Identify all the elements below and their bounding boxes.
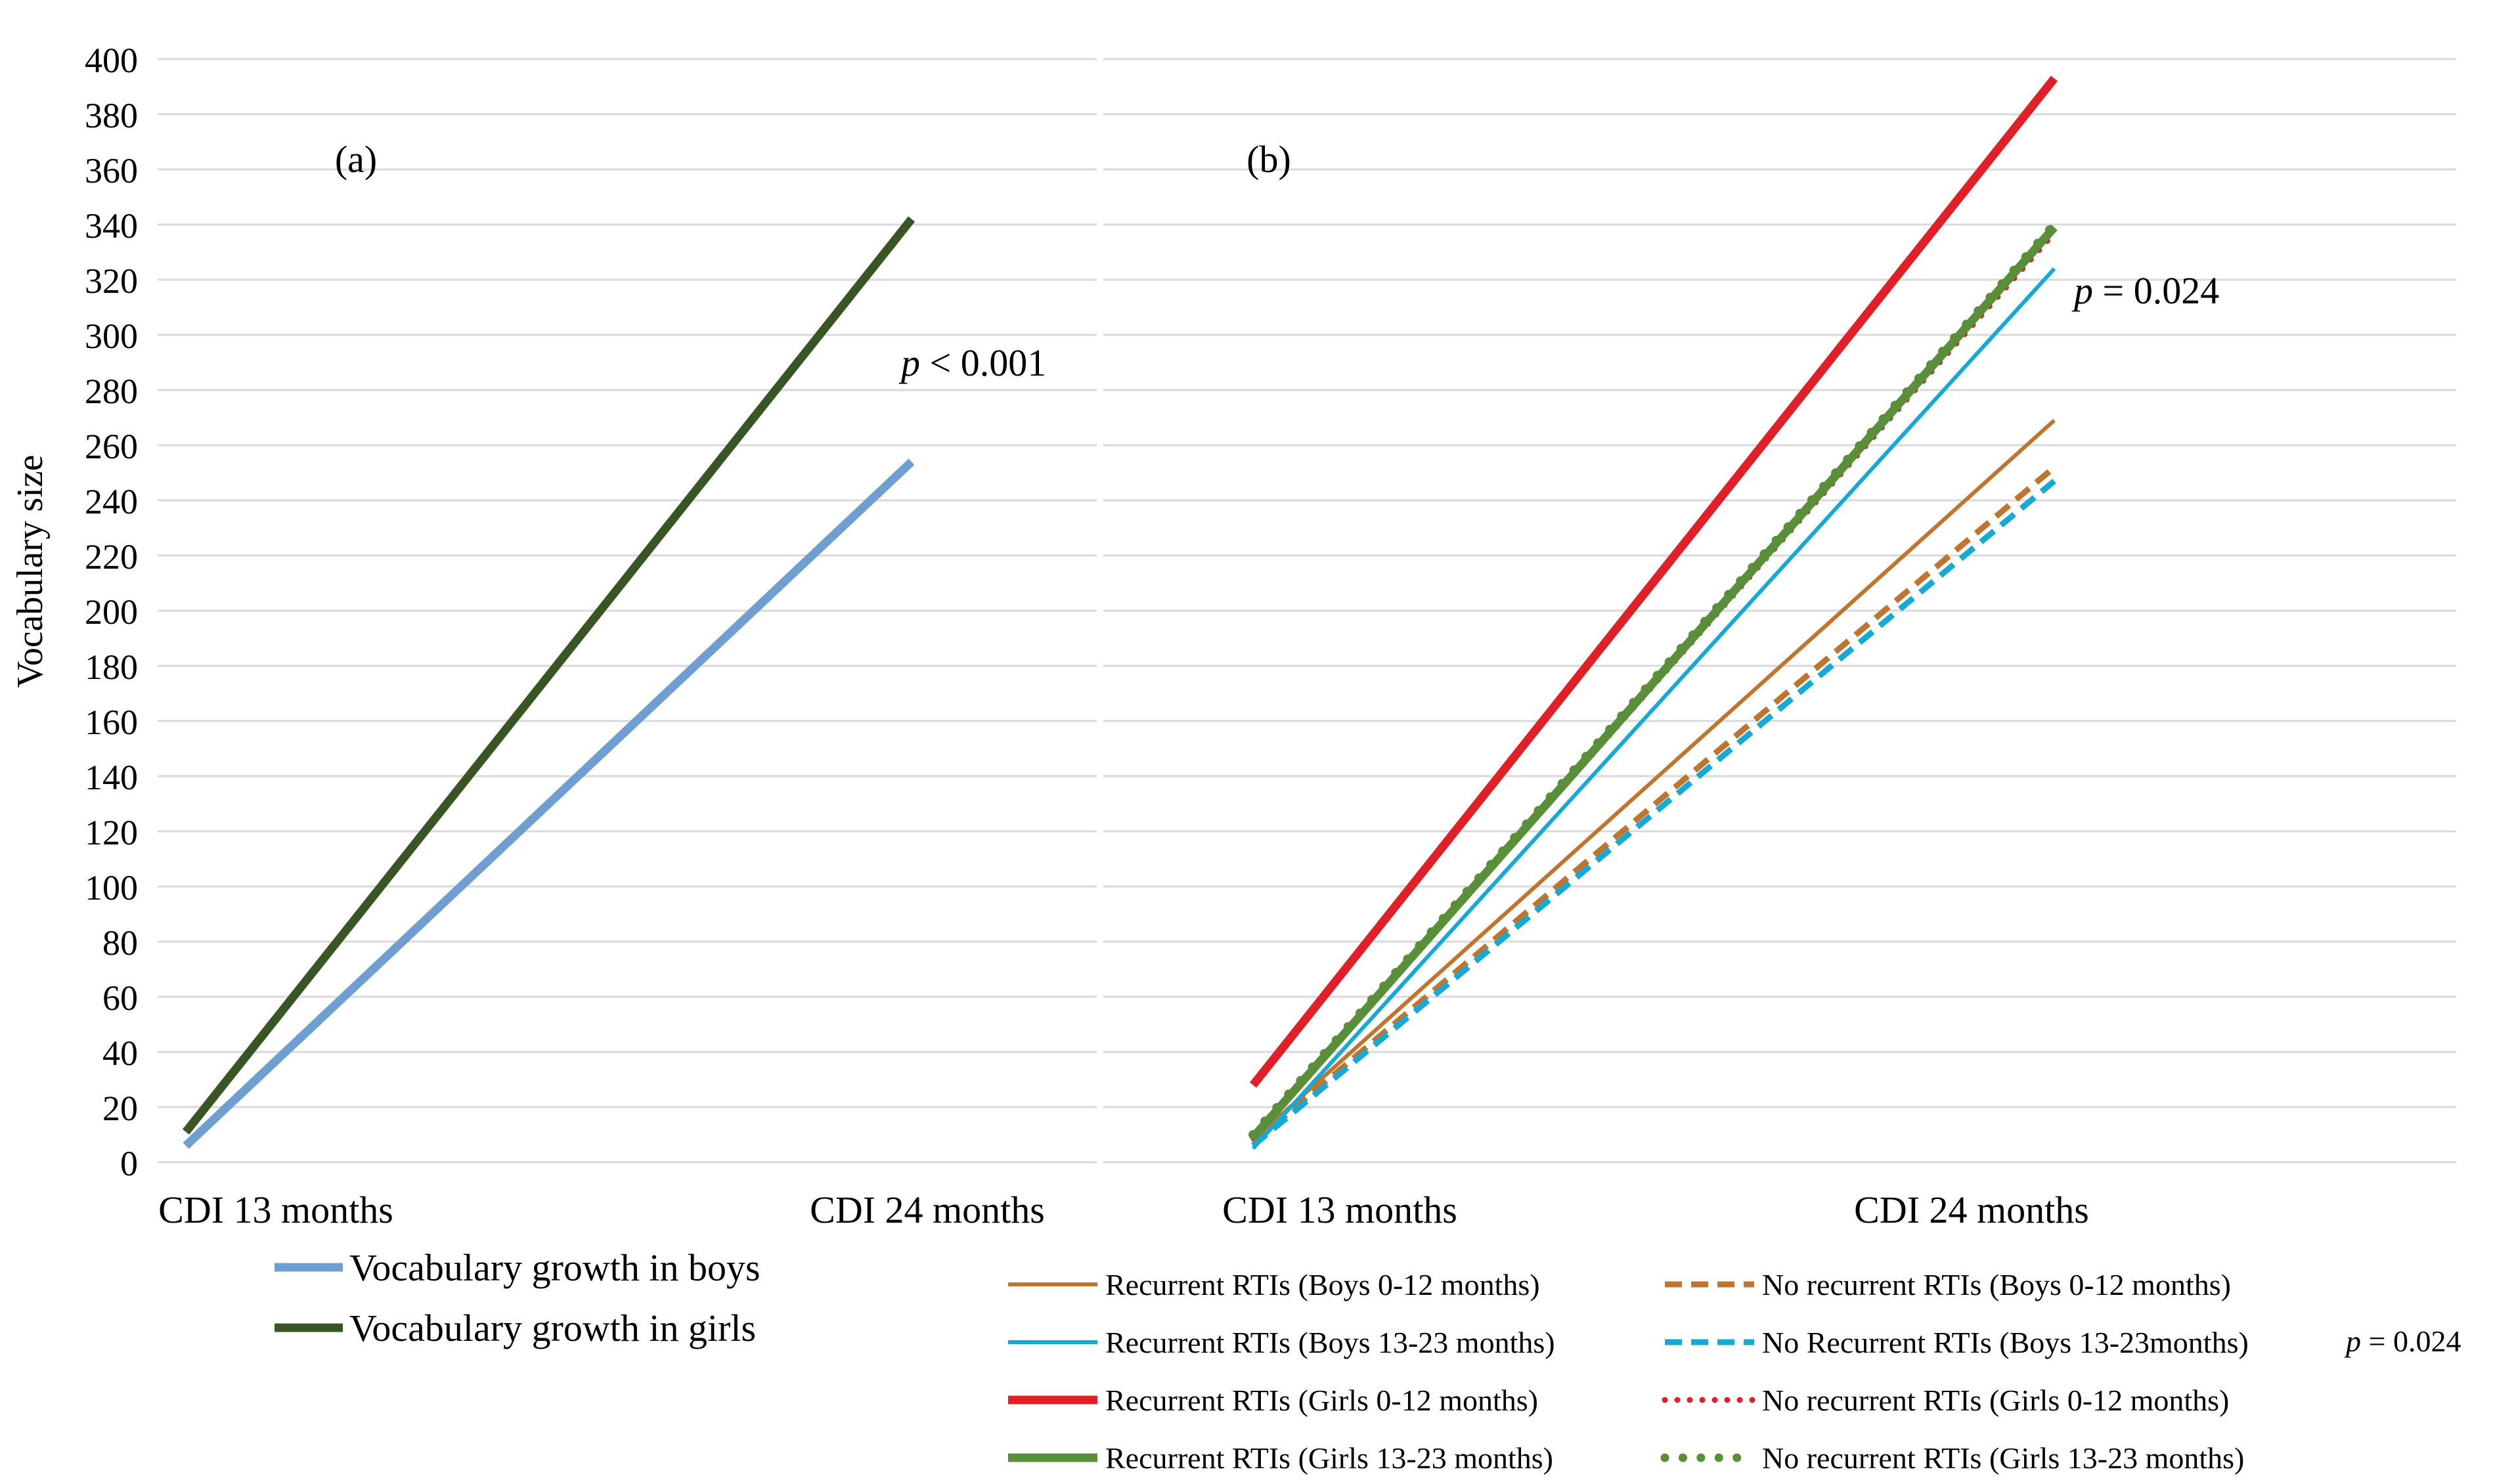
y-tick-label: 220 bbox=[85, 537, 138, 577]
legend: p = 0.024 Vocabulary growth in boys Vocab… bbox=[275, 1246, 2461, 1475]
x-tick-b-13: CDI 13 months bbox=[1222, 1189, 1457, 1231]
y-tick-label: 160 bbox=[85, 703, 138, 742]
legend-label-b: Recurrent RTIs (Girls 0-12 months) bbox=[1105, 1384, 1538, 1417]
panel-a-label: (a) bbox=[335, 138, 377, 181]
legend-note-p-value: p = 0.024 bbox=[2344, 1324, 2461, 1358]
y-tick-label: 360 bbox=[85, 151, 138, 190]
y-tick-label: 280 bbox=[85, 372, 138, 411]
y-tick-label: 40 bbox=[102, 1034, 138, 1073]
y-tick-label: 100 bbox=[85, 868, 138, 907]
series-line-b-1 bbox=[1251, 465, 2056, 1146]
series-line-b-7 bbox=[1248, 220, 2059, 1139]
y-axis-label: Vocabulary size bbox=[10, 454, 51, 687]
legend-label-b: Recurrent RTIs (Boys 0-12 months) bbox=[1105, 1268, 1540, 1301]
legend-label-b: Recurrent RTIs (Girls 13-23 months) bbox=[1105, 1441, 1553, 1475]
series-line-b-4 bbox=[1249, 76, 2058, 1088]
legend-label-b: No recurrent RTIs (Boys 0-12 months) bbox=[1762, 1268, 2231, 1301]
y-tick-label: 200 bbox=[85, 592, 138, 632]
series-line-a-0 bbox=[183, 458, 915, 1149]
y-tick-label: 140 bbox=[85, 758, 138, 797]
legend-label-a: Vocabulary growth in boys bbox=[349, 1246, 761, 1289]
series-line-a-1 bbox=[182, 216, 916, 1135]
legend-label-b: No recurrent RTIs (Girls 0-12 months) bbox=[1762, 1384, 2229, 1417]
y-tick-label: 60 bbox=[102, 978, 138, 1018]
legend-label-a: Vocabulary growth in girls bbox=[349, 1307, 756, 1349]
series-lines bbox=[182, 76, 2059, 1150]
x-tick-a-24: CDI 24 months bbox=[810, 1189, 1045, 1231]
y-tick-label: 120 bbox=[85, 813, 138, 852]
chart-labels: Vocabulary size (a) (b) CDI 13 months CD… bbox=[10, 138, 2219, 1231]
y-tick-label: 400 bbox=[85, 41, 138, 80]
y-tick-label: 380 bbox=[85, 96, 138, 135]
y-tick-label: 240 bbox=[85, 482, 138, 521]
p-value-annotation-a: p < 0.001 bbox=[898, 341, 1046, 384]
series-line-b-3 bbox=[1251, 479, 2056, 1148]
y-tick-label: 340 bbox=[85, 206, 138, 246]
x-tick-a-13: CDI 13 months bbox=[158, 1189, 393, 1231]
y-tick-label: 80 bbox=[102, 923, 138, 963]
legend-label-b: No Recurrent RTIs (Boys 13-23months) bbox=[1762, 1326, 2249, 1359]
y-tick-label: 180 bbox=[85, 647, 138, 687]
legend-label-b: Recurrent RTIs (Boys 13-23 months) bbox=[1105, 1326, 1555, 1359]
y-axis-ticks: 0 20 40 60 80 100 120 140 160 180 200 220 240 260 280 3… bbox=[85, 41, 138, 1183]
series-line-b-0 bbox=[1251, 418, 2056, 1142]
y-tick-label: 300 bbox=[85, 316, 138, 356]
y-tick-label: 320 bbox=[85, 261, 138, 301]
gridlines bbox=[158, 58, 2456, 1164]
legend-label-b: No recurrent RTIs (Girls 13-23 months) bbox=[1762, 1441, 2244, 1475]
panel-b-label: (b) bbox=[1246, 138, 1291, 181]
x-tick-b-24: CDI 24 months bbox=[1854, 1189, 2089, 1231]
y-tick-label: 20 bbox=[102, 1089, 138, 1128]
series-line-b-2 bbox=[1251, 267, 2056, 1150]
y-tick-label: 260 bbox=[85, 427, 138, 466]
p-value-annotation-b: p = 0.024 bbox=[2071, 269, 2219, 312]
y-tick-label: 0 bbox=[120, 1144, 138, 1183]
